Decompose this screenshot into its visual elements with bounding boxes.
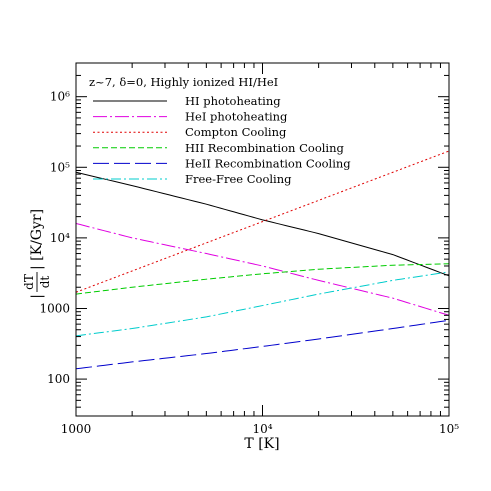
series-line-3 [76, 150, 449, 293]
series-line-2 [76, 222, 449, 316]
x-tick-label-3: 10⁵ [439, 422, 459, 436]
y-axis-label-suffix: | [K/Gyr] [29, 209, 45, 270]
legend: z~7, δ=0, Highly ionized HI/HeI HI photo… [89, 75, 351, 186]
y-tick-label-4: 10⁵ [50, 160, 70, 174]
x-tick-label-1: 1000 [61, 422, 92, 436]
x-axis-label: T [K] [244, 436, 279, 452]
series-line-1 [76, 171, 449, 277]
y-axis-label: | dT dt | [K/Gyr] [22, 209, 52, 299]
legend-label-5: HeII Recombination Cooling [185, 156, 351, 170]
chart-annotation: z~7, δ=0, Highly ionized HI/HeI [89, 75, 278, 89]
legend-label-6: Free-Free Cooling [185, 172, 292, 186]
legend-label-3: Compton Cooling [185, 125, 287, 139]
y-tick-label-5: 10⁶ [50, 90, 70, 104]
series-line-5 [76, 319, 449, 370]
legend-label-1: HI photoheating [185, 94, 281, 108]
y-axis-label-denominator: dt [38, 276, 52, 289]
legend-label-4: HII Recombination Cooling [185, 141, 344, 155]
y-tick-label-2: 1000 [39, 301, 70, 315]
y-axis-label-prefix: | [29, 294, 45, 299]
y-tick-label-3: 10⁴ [50, 231, 70, 245]
y-tick-label-1: 100 [47, 372, 70, 386]
plot-frame [75, 62, 450, 417]
y-axis-label-numerator: dT [22, 274, 36, 290]
series-line-6 [76, 271, 449, 337]
x-tick-label-2: 10⁴ [252, 422, 272, 436]
series-line-4 [76, 263, 449, 295]
legend-label-2: HeI photoheating [185, 110, 288, 124]
series-layer [76, 150, 449, 370]
ticks-layer: 1000 10⁴ 10⁵ 100 1000 10⁴ 10⁵ 10⁶ [39, 62, 459, 436]
